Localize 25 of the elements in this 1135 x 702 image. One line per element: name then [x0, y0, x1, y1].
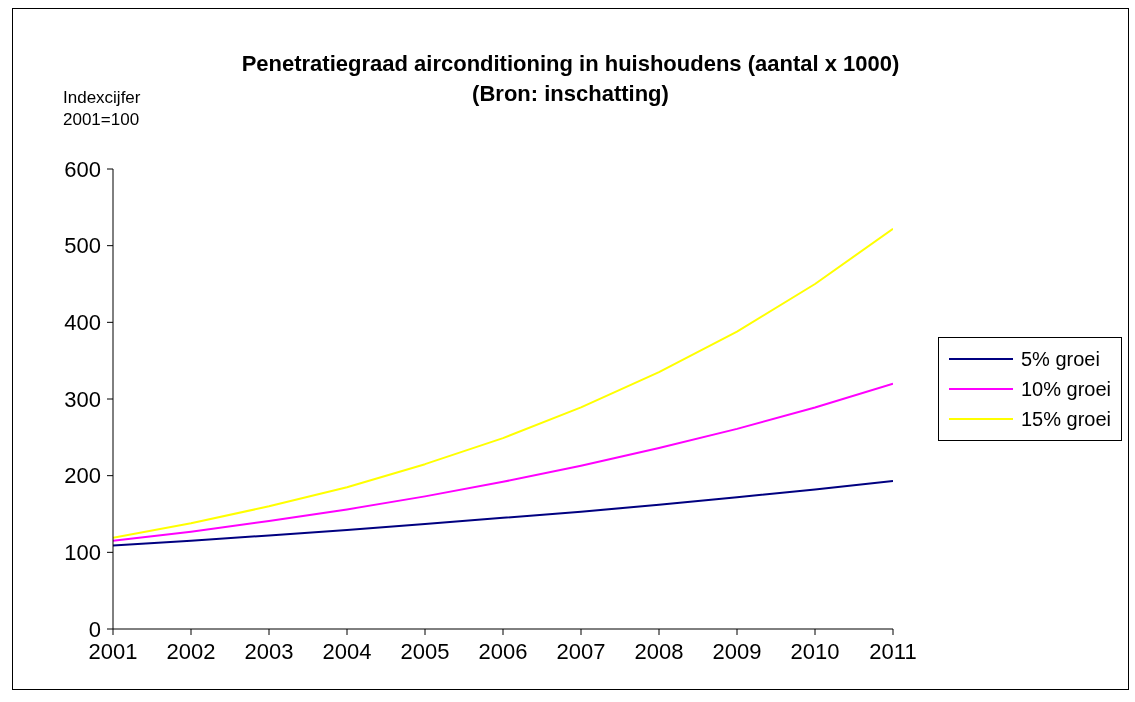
y-tick-label: 300	[64, 386, 101, 412]
legend-label: 5% groei	[1021, 347, 1100, 371]
x-tick-label: 2011	[869, 638, 917, 664]
y-tick-label: 500	[64, 233, 101, 259]
chart-title: Penetratiegraad airconditioning in huishoudens (aantal x 1000)	[240, 50, 901, 78]
y-tick-label: 400	[64, 310, 101, 336]
line-series	[113, 480, 893, 547]
line-series	[113, 382, 893, 542]
x-tick-label: 2003	[244, 638, 294, 664]
x-tick-label: 2006	[478, 638, 528, 664]
line-series	[113, 227, 893, 539]
x-tick-label: 2005	[400, 638, 450, 664]
y-axis-title: Indexcijfer 2001=100	[63, 87, 141, 131]
y-tick-label: 100	[64, 540, 101, 566]
x-tick-label: 2002	[166, 638, 216, 664]
chart-subtitle: (Bron: inschatting)	[472, 81, 669, 106]
x-tick-label: 2008	[634, 638, 684, 664]
legend-label: 15% groei	[1021, 407, 1112, 431]
y-tick-label: 200	[64, 463, 101, 489]
y-tick-label: 600	[64, 156, 101, 182]
legend-label: 10% groei	[1021, 377, 1112, 401]
x-tick-label: 2004	[322, 638, 372, 664]
x-tick-label: 2007	[556, 638, 606, 664]
x-tick-label: 2010	[790, 638, 840, 664]
x-tick-label: 2009	[712, 638, 762, 664]
